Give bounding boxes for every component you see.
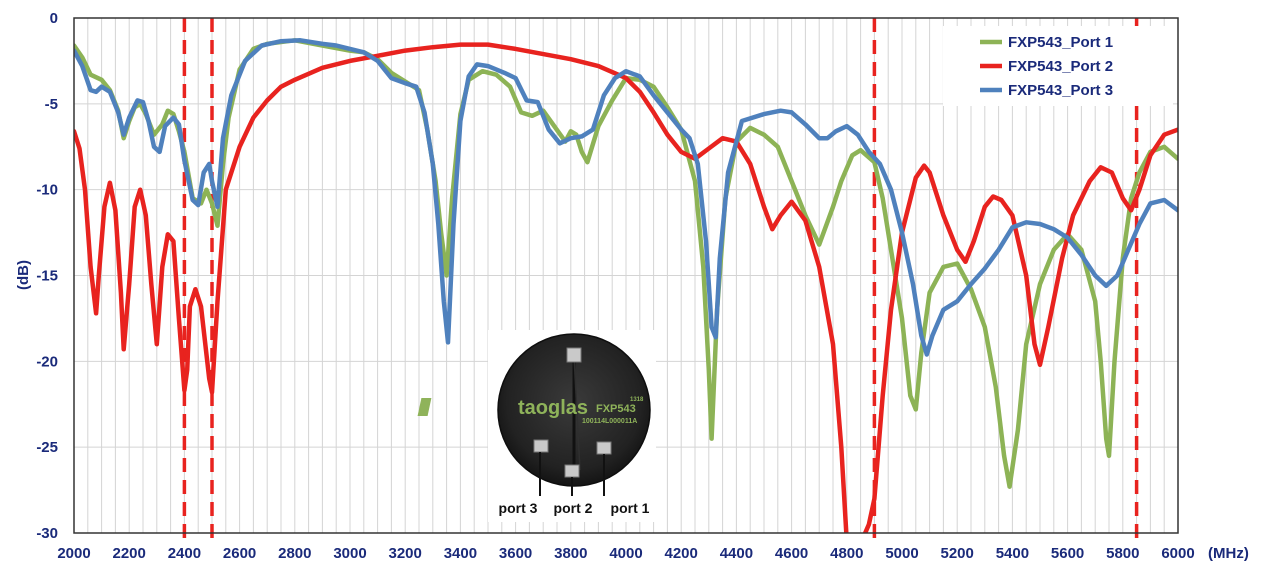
y-tick-label: -30 xyxy=(36,525,58,542)
series-lines xyxy=(74,38,1178,533)
inset-code: 100114L000011A xyxy=(582,418,637,425)
x-tick-label: 2200 xyxy=(113,545,146,562)
x-tick-label: 5800 xyxy=(1106,545,1139,562)
antenna-inset-photo: taoglas FXP543 100114L000011A 1318 port … xyxy=(417,330,656,522)
y-axis-label: (dB) xyxy=(15,260,32,290)
port-label: port 2 xyxy=(554,500,593,516)
x-tick-label: 5400 xyxy=(996,545,1029,562)
port-3-pad xyxy=(533,439,549,453)
x-tick-label: 5200 xyxy=(941,545,974,562)
x-tick-label: 4400 xyxy=(720,545,753,562)
y-tick-label: -25 xyxy=(36,439,58,456)
inset-model: FXP543 xyxy=(596,403,636,415)
x-tick-label: 2600 xyxy=(223,545,256,562)
x-tick-label: 2800 xyxy=(278,545,311,562)
legend-entry: FXP543_Port 3 xyxy=(1008,82,1113,99)
series-line xyxy=(74,42,1178,533)
y-tick-label: -20 xyxy=(36,353,58,370)
x-tick-label: 4200 xyxy=(665,545,698,562)
y-tick-label: -5 xyxy=(45,96,58,113)
x-tick-label: 3600 xyxy=(499,545,532,562)
y-tick-label: -10 xyxy=(36,182,58,199)
port-2-pad xyxy=(564,464,580,478)
x-axis-ticks: 2000 2200 2400 2600 2800 3000 3200 3400 3600 3800… xyxy=(57,545,1194,562)
plot-frame xyxy=(73,17,1179,534)
x-tick-label: 3200 xyxy=(389,545,422,562)
x-tick-label: 3800 xyxy=(554,545,587,562)
port-label: port 1 xyxy=(611,500,650,516)
x-tick-label: 4000 xyxy=(609,545,642,562)
legend-entry: FXP543_Port 1 xyxy=(1008,34,1113,51)
legend-entry: FXP543_Port 2 xyxy=(1008,58,1113,75)
x-tick-label: 4800 xyxy=(830,545,863,562)
x-tick-label: 4600 xyxy=(775,545,808,562)
x-axis-unit: (MHz) xyxy=(1208,545,1249,562)
x-tick-label: 5600 xyxy=(1051,545,1084,562)
y-tick-label: -15 xyxy=(36,268,58,285)
x-tick-label: 2400 xyxy=(168,545,201,562)
taoglas-logo-mark xyxy=(417,398,432,416)
x-tick-label: 6000 xyxy=(1161,545,1194,562)
x-tick-label: 2000 xyxy=(57,545,90,562)
series-line xyxy=(74,38,1178,489)
inset-brand: taoglas xyxy=(518,397,588,419)
port-1-pad xyxy=(596,441,612,455)
series-line xyxy=(74,38,1178,357)
y-tick-label: 0 xyxy=(50,10,58,27)
x-tick-label: 3400 xyxy=(444,545,477,562)
inset-small-code: 1318 xyxy=(630,397,644,403)
antenna-top-pad xyxy=(566,347,582,363)
x-tick-label: 3000 xyxy=(333,545,366,562)
x-tick-label: 5000 xyxy=(885,545,918,562)
port-label: port 3 xyxy=(499,500,538,516)
y-axis-ticks: 0 -5 -10 -15 -20 -25 -30 xyxy=(36,10,58,542)
legend: FXP543_Port 1 FXP543_Port 2 FXP543_Port 3 xyxy=(943,26,1173,106)
